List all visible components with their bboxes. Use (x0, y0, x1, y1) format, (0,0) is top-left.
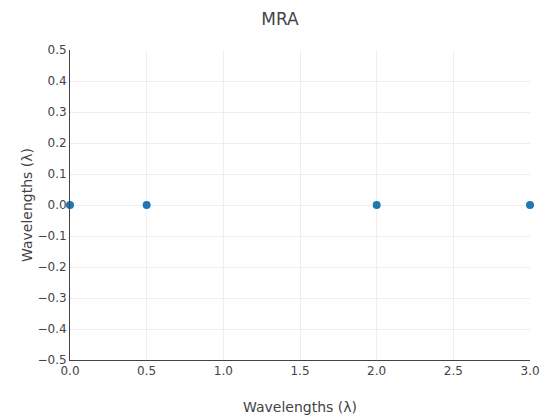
svg-text:0.3: 0.3 (48, 105, 67, 119)
svg-text:0.0: 0.0 (60, 364, 79, 378)
svg-text:−0.1: −0.1 (37, 229, 66, 243)
svg-text:−0.5: −0.5 (37, 353, 66, 367)
svg-text:1.5: 1.5 (290, 364, 309, 378)
svg-text:−0.3: −0.3 (37, 291, 66, 305)
svg-text:0.5: 0.5 (48, 43, 67, 57)
svg-text:−0.4: −0.4 (37, 322, 66, 336)
svg-text:Wavelengths (λ): Wavelengths (λ) (243, 399, 357, 415)
svg-text:0.0: 0.0 (48, 198, 67, 212)
svg-text:1.0: 1.0 (214, 364, 233, 378)
svg-text:3.0: 3.0 (520, 364, 539, 378)
svg-text:2.0: 2.0 (367, 364, 386, 378)
svg-text:0.2: 0.2 (48, 136, 67, 150)
svg-text:−0.2: −0.2 (37, 260, 66, 274)
svg-text:2.5: 2.5 (444, 364, 463, 378)
svg-text:0.1: 0.1 (48, 167, 67, 181)
svg-text:0.4: 0.4 (48, 74, 67, 88)
svg-text:MRA: MRA (261, 9, 299, 29)
svg-text:Wavelengths (λ): Wavelengths (λ) (19, 148, 35, 262)
svg-text:0.5: 0.5 (137, 364, 156, 378)
